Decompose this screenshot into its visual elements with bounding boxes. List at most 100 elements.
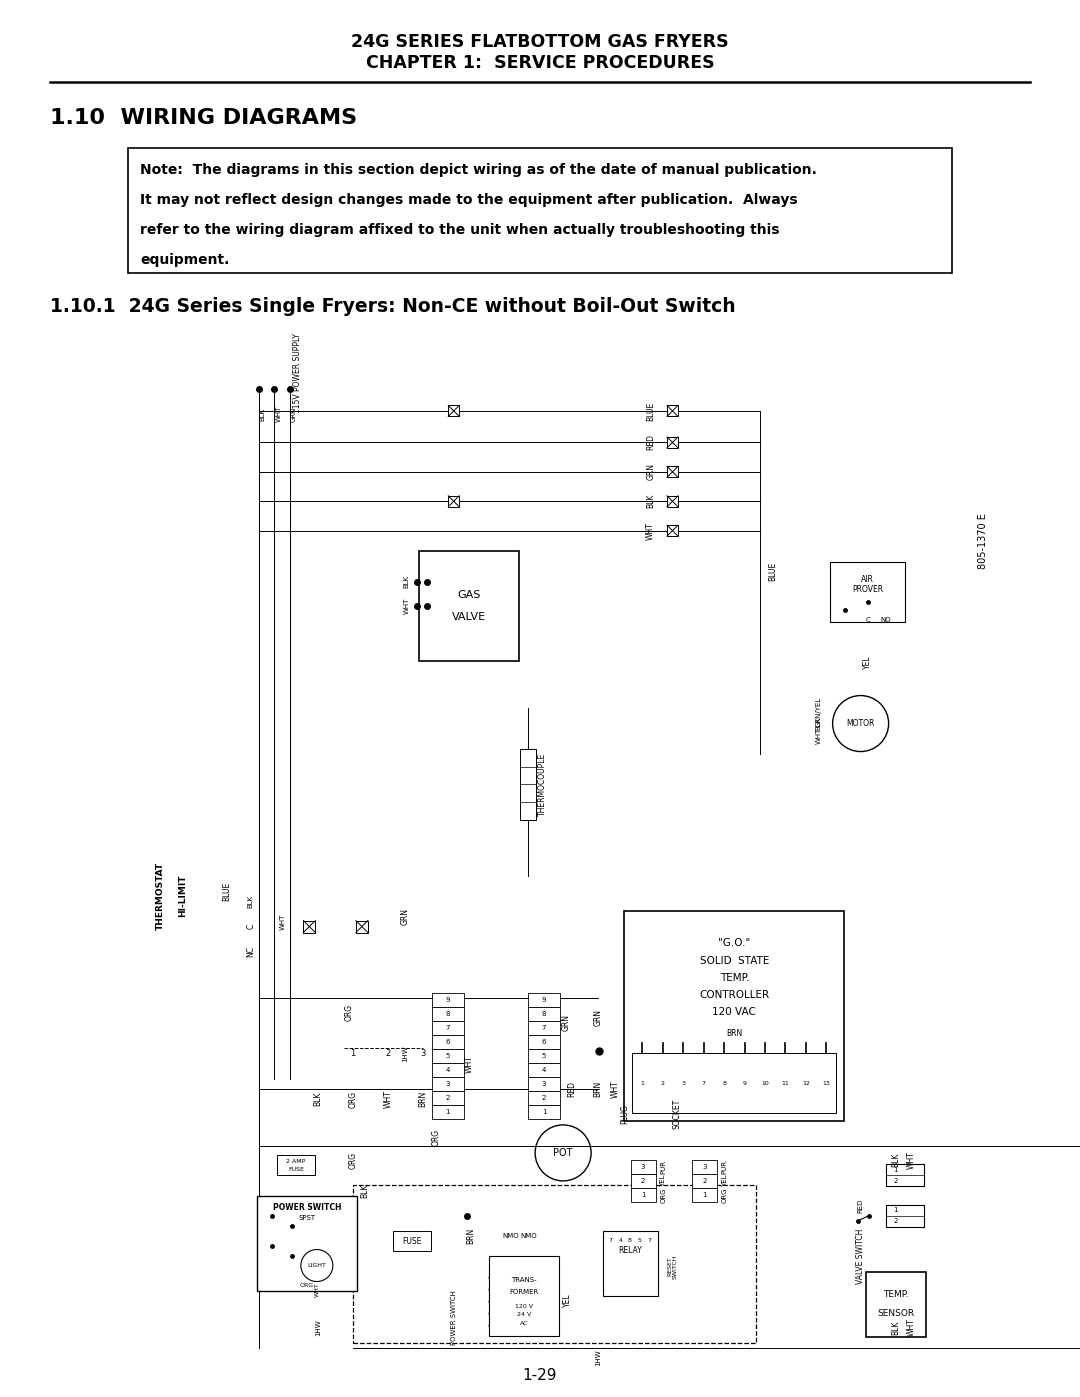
Text: 2: 2 [702,1178,706,1185]
Text: 7: 7 [608,1238,612,1243]
Text: BLK: BLK [313,1092,323,1106]
Bar [303,921,315,933]
Bar [692,1187,717,1201]
Bar [528,1021,561,1035]
Text: SPST: SPST [298,1214,315,1221]
Bar [831,562,905,622]
Text: 7: 7 [542,1025,546,1031]
Text: YEL: YEL [563,1294,572,1306]
Bar [667,467,678,478]
Text: 1: 1 [893,1207,897,1214]
Text: BRN: BRN [419,1091,428,1108]
Text: NMO: NMO [502,1234,518,1239]
Text: ORG: ORG [349,1091,357,1108]
Bar [631,1187,656,1201]
Text: WHT: WHT [383,1090,393,1108]
Text: 3: 3 [681,1081,686,1085]
Text: 3: 3 [420,1049,426,1058]
Text: VALVE: VALVE [451,612,486,622]
Text: 1-29: 1-29 [523,1368,557,1383]
Text: 3: 3 [446,1081,450,1087]
Text: WHT: WHT [907,1319,916,1337]
Text: SOCKET: SOCKET [673,1099,681,1129]
Text: 6: 6 [542,1039,546,1045]
Bar [276,1155,315,1175]
Text: ORG: ORG [721,1187,728,1203]
Text: 3: 3 [542,1081,546,1087]
Bar [353,1186,756,1343]
Text: 9: 9 [743,1081,746,1085]
Text: 2: 2 [386,1049,391,1058]
Text: C: C [246,923,255,929]
Text: 5: 5 [638,1238,642,1243]
Text: 1: 1 [640,1081,645,1085]
Text: ORG: ORG [349,1151,357,1168]
Bar [528,1077,561,1091]
Text: 2: 2 [893,1178,897,1183]
Text: 9: 9 [542,997,546,1003]
Text: TEMP.: TEMP. [882,1289,908,1299]
Text: RESET
SWITCH: RESET SWITCH [667,1255,678,1278]
Bar [692,1173,717,1187]
Text: 24G SERIES FLATBOTTOM GAS FRYERS: 24G SERIES FLATBOTTOM GAS FRYERS [351,34,729,52]
Text: RED: RED [858,1199,864,1213]
Bar [667,405,678,416]
Bar [633,1053,836,1113]
Text: BLK: BLK [404,576,409,588]
Bar [603,1231,658,1296]
Bar [528,1007,561,1021]
Text: ORG: ORG [432,1129,441,1146]
Text: ORG: ORG [300,1282,314,1288]
Text: NO: NO [880,616,891,623]
Text: BLK: BLK [247,894,254,908]
Text: WHT: WHT [907,1151,916,1169]
Text: GRN: GRN [401,908,410,925]
Text: 1: 1 [640,1192,645,1199]
Text: BLK: BLK [360,1183,369,1197]
Bar [432,1007,464,1021]
Bar [432,1035,464,1049]
Bar [528,1049,561,1063]
Text: 1: 1 [351,1049,355,1058]
Text: WHT: WHT [646,521,656,539]
Text: NC: NC [246,946,255,957]
Bar [887,1204,924,1227]
Text: WHT: WHT [404,598,409,615]
Text: WHT: WHT [275,405,282,422]
Bar [419,550,518,661]
Bar [528,993,561,1007]
Bar [432,1063,464,1077]
Text: 1HW: 1HW [315,1319,321,1336]
Text: POT: POT [553,1148,572,1158]
Text: WHT: WHT [465,1055,474,1073]
Text: BLK: BLK [259,408,266,420]
Text: YEL: YEL [721,1175,728,1187]
Bar [528,1035,561,1049]
Text: SOLID  STATE: SOLID STATE [700,957,769,967]
Bar [129,148,951,272]
Text: FUSE: FUSE [288,1168,303,1172]
Text: POWER SWITCH: POWER SWITCH [450,1289,457,1345]
Text: 10: 10 [761,1081,769,1085]
Text: 3: 3 [702,1164,706,1171]
Text: WHT: WHT [280,914,286,929]
Text: GRN/YEL: GRN/YEL [815,697,822,726]
Text: equipment.: equipment. [140,253,229,267]
Bar [866,1271,926,1337]
Text: 4: 4 [618,1238,622,1243]
Text: LIGHT: LIGHT [308,1263,326,1268]
Text: 120 V: 120 V [515,1303,532,1309]
Text: HI-LIMIT: HI-LIMIT [178,875,187,918]
Text: 5: 5 [542,1053,546,1059]
Text: 2: 2 [661,1081,665,1085]
Text: FORMER: FORMER [509,1289,538,1295]
Text: 11: 11 [782,1081,789,1085]
Bar [667,496,678,507]
Bar [521,749,536,820]
Text: FUSE: FUSE [402,1236,421,1246]
Text: NMO: NMO [521,1234,538,1239]
Text: PROVER: PROVER [852,585,883,594]
Text: Note:  The diagrams in this section depict wiring as of the date of manual publi: Note: The diagrams in this section depic… [140,163,816,177]
Text: SENSOR: SENSOR [877,1309,914,1319]
Text: 2: 2 [542,1095,546,1101]
